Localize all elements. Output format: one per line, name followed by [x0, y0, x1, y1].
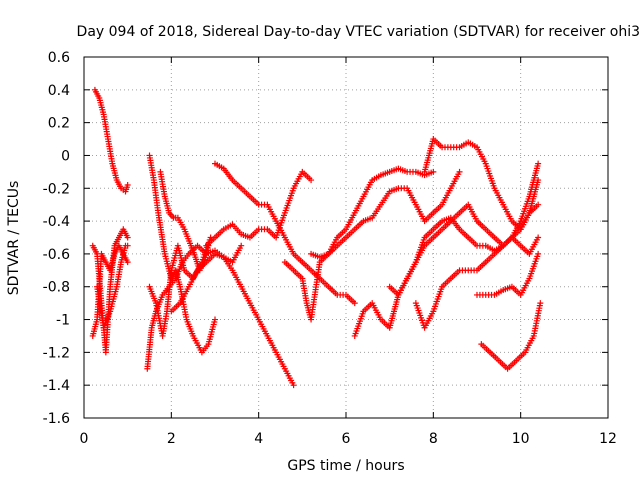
- x-tick-label: 6: [342, 431, 351, 447]
- data-point: [535, 177, 542, 184]
- data-point: [308, 177, 315, 184]
- data-point: [535, 234, 542, 241]
- x-tick-label: 4: [254, 431, 263, 447]
- data-point: [456, 168, 463, 175]
- y-tick-label: -0.6: [43, 247, 70, 263]
- data-point: [535, 201, 542, 208]
- series-track-16: [412, 201, 542, 331]
- data-point: [535, 250, 542, 257]
- plot-frame: [83, 56, 609, 419]
- x-tick-label: 2: [167, 431, 176, 447]
- data-point: [212, 316, 218, 323]
- series-track-19: [478, 300, 544, 372]
- x-tick-label: 10: [512, 431, 530, 447]
- series-track-12: [281, 165, 437, 323]
- y-tick-label: -1.6: [43, 411, 70, 427]
- series-track-8: [157, 168, 212, 274]
- y-tick-label: -0.4: [43, 214, 70, 230]
- x-tick-label: 8: [429, 431, 438, 447]
- y-tick-label: -0.8: [43, 280, 70, 296]
- y-tick-label: -1: [56, 313, 70, 329]
- series-track-9: [168, 250, 297, 389]
- data-point: [124, 242, 131, 249]
- series-track-13: [308, 168, 463, 261]
- y-tick-label: 0.2: [48, 116, 70, 132]
- series-track-10: [212, 160, 358, 307]
- data-point: [124, 181, 131, 188]
- y-tick-label: -1.4: [43, 378, 70, 394]
- data-point: [351, 300, 358, 307]
- x-tick-label: 12: [599, 431, 617, 447]
- x-axis-label: GPS time / hours: [287, 458, 404, 474]
- data-point: [430, 168, 437, 175]
- data-point: [290, 382, 297, 389]
- data-point: [537, 300, 544, 307]
- series-track-17: [421, 136, 542, 233]
- series-track-18: [474, 250, 542, 298]
- y-tick-label: -1.2: [43, 345, 70, 361]
- y-tick-label: 0.6: [48, 50, 70, 66]
- y-tick-label: 0: [61, 148, 70, 164]
- data-point: [535, 160, 542, 167]
- y-tick-label: 0.4: [48, 83, 70, 99]
- chart-title: Day 094 of 2018, Sidereal Day-to-day VTE…: [77, 24, 640, 40]
- series-track-4: [94, 242, 131, 331]
- plot-marks: [89, 86, 544, 389]
- y-tick-label: -0.2: [43, 181, 70, 197]
- series-track-11: [203, 168, 315, 249]
- series-track-5: [146, 152, 218, 356]
- data-point: [238, 242, 245, 249]
- series-track-1: [91, 86, 131, 195]
- series-track-14: [351, 160, 542, 339]
- data-point: [124, 234, 131, 241]
- x-tick-label: 0: [80, 431, 89, 447]
- y-axis-label: SDTVAR / TECUs: [6, 181, 22, 296]
- axis-ticks: 0 2 4 6 8 10 12 0.6 0.4 0.2 0 -0.2 -0.4 -0.6 -0.8 -1 -1.…: [43, 50, 617, 447]
- data-point: [124, 259, 131, 266]
